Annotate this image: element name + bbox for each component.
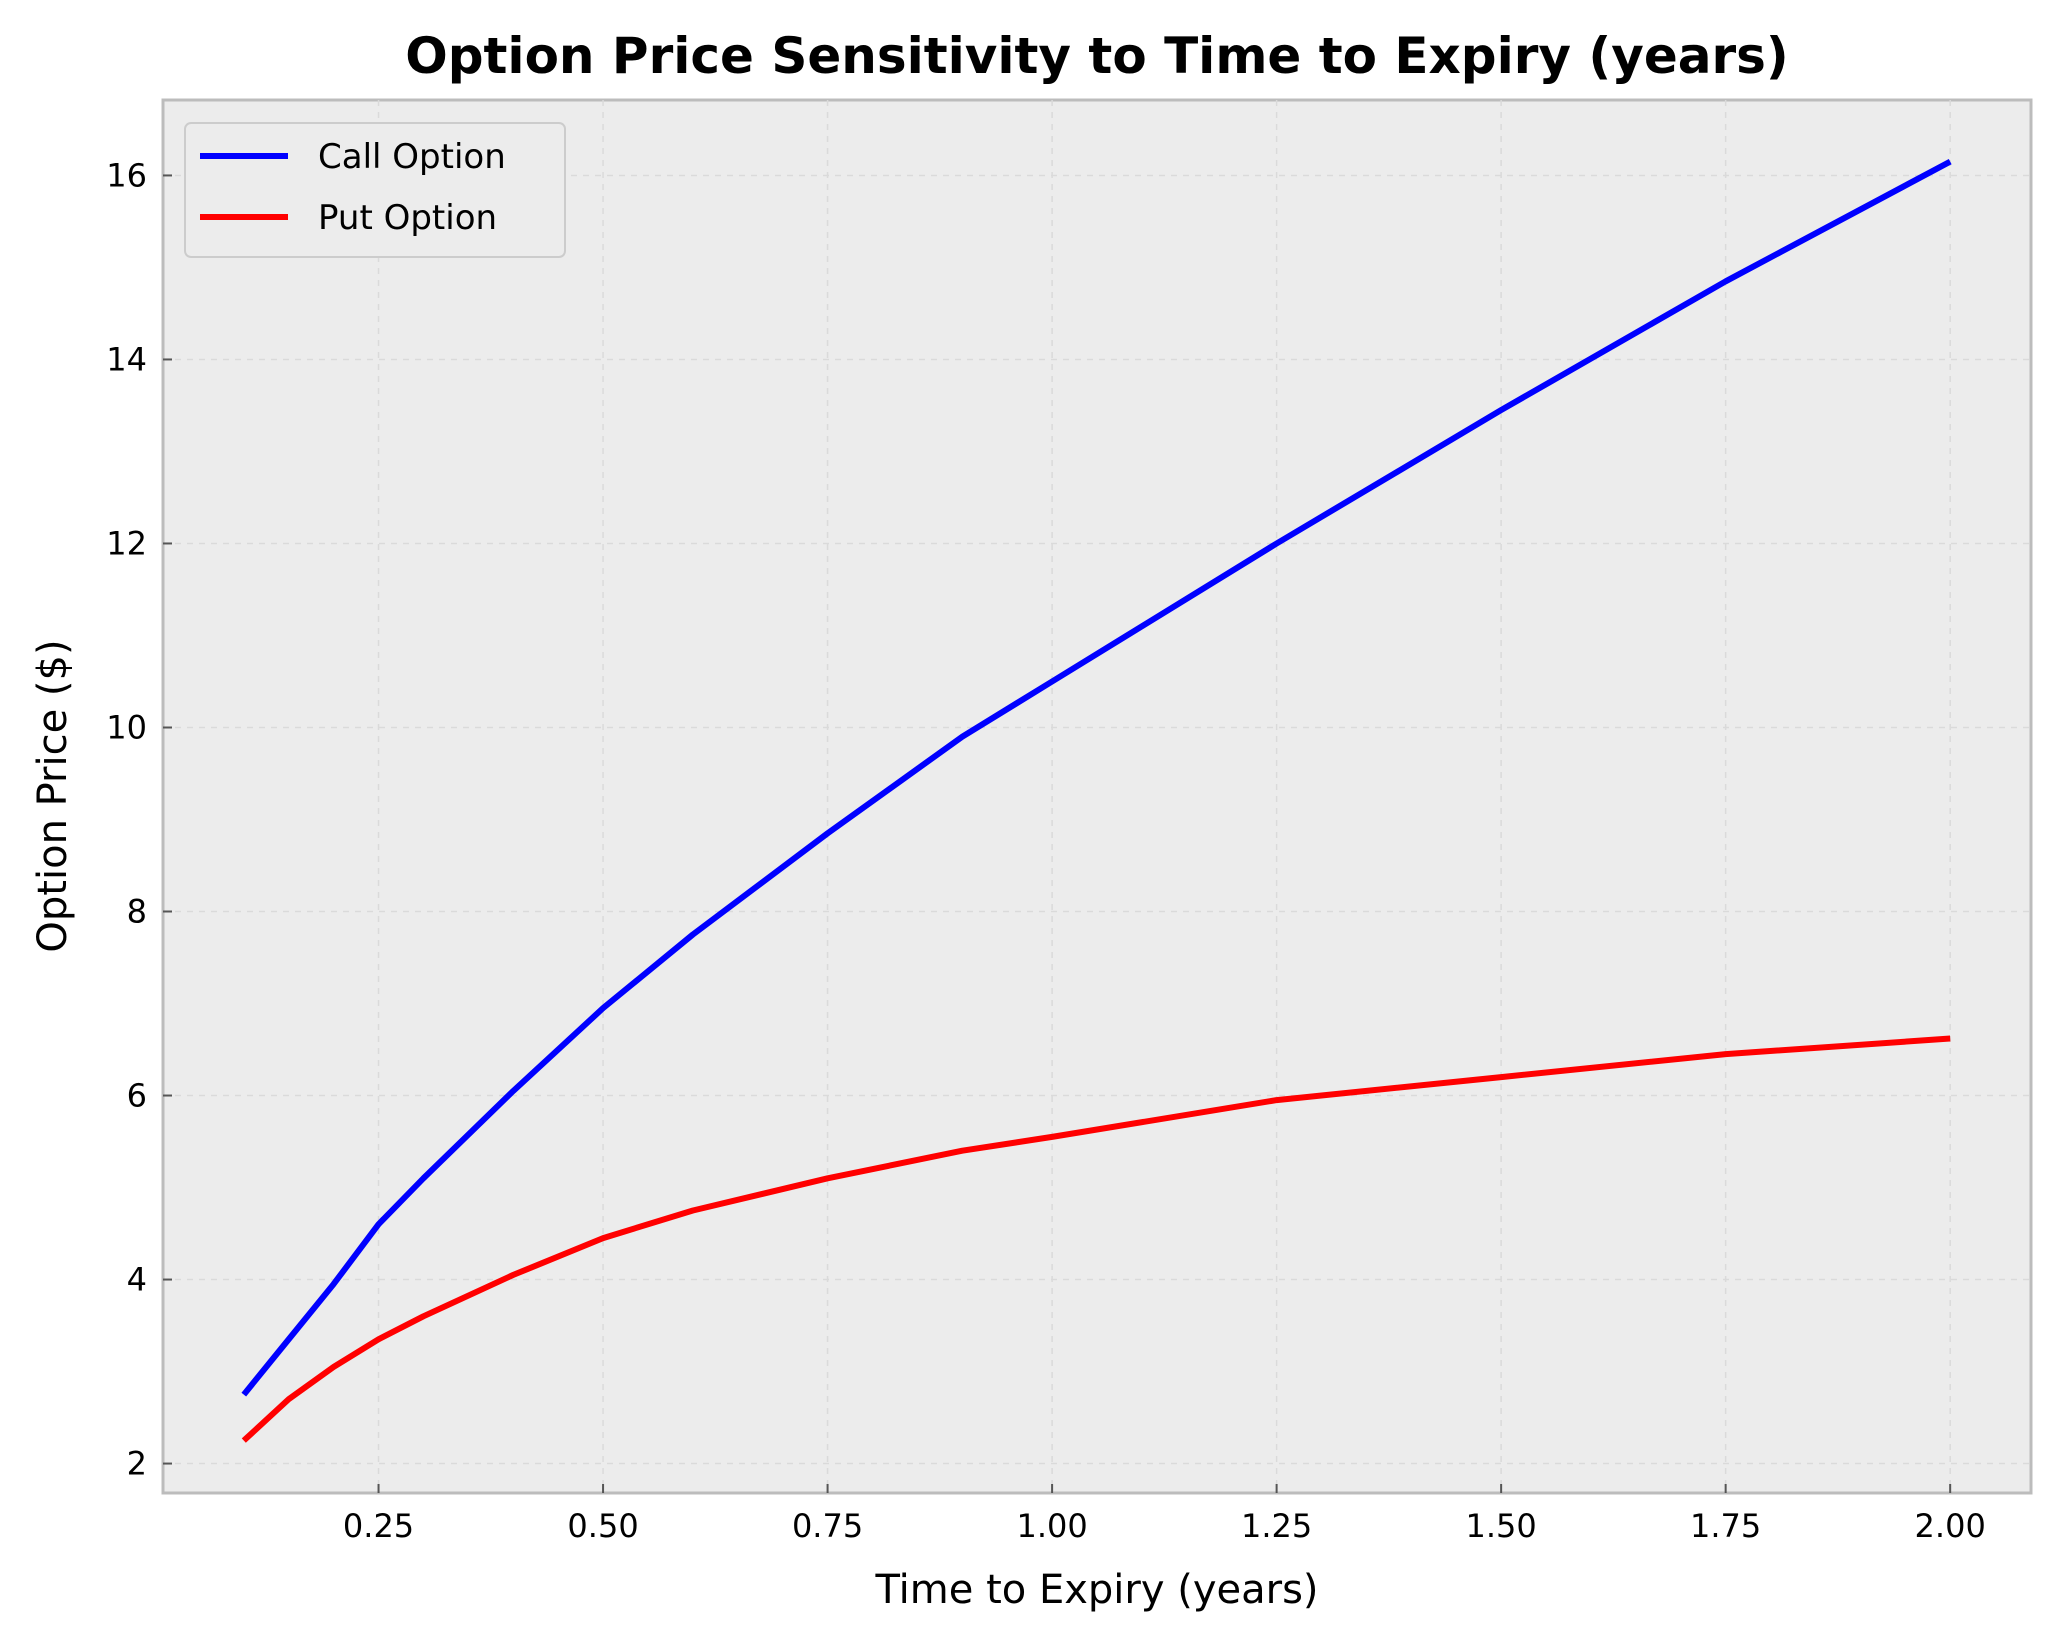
x-axis-ticks: 0.25 0.50 0.75 1.00 1.25 1.50 1.75 2.00 — [343, 1484, 1986, 1545]
plot-area — [161, 98, 2033, 1495]
legend-label-call-option: Call Option — [318, 137, 506, 177]
x-tick-label: 0.75 — [792, 1507, 863, 1545]
x-tick-label: 1.00 — [1016, 1507, 1087, 1545]
legend: Call Option Put Option — [184, 122, 566, 258]
y-axis-label: Option Price ($) — [30, 639, 76, 952]
x-tick-label: 1.25 — [1241, 1507, 1312, 1545]
grid-lines — [163, 100, 2031, 1493]
y-tick-label: 10 — [106, 708, 147, 746]
series-line-put-option — [241, 1035, 1951, 1443]
y-tick-label: 12 — [106, 524, 147, 562]
x-axis-label: Time to Expiry (years) — [874, 1567, 1318, 1613]
series-lines — [241, 158, 1952, 1443]
y-tick-label: 16 — [106, 156, 147, 194]
x-tick-label: 2.00 — [1915, 1507, 1986, 1545]
y-tick-label: 8 — [127, 893, 147, 931]
y-axis-ticks: 2 4 6 8 10 12 14 16 — [106, 156, 172, 1483]
y-tick-label: 2 — [127, 1445, 147, 1483]
series-line-call-option — [241, 158, 1952, 1397]
chart-title: Option Price Sensitivity to Time to Expi… — [405, 27, 1789, 85]
x-tick-label: 1.50 — [1466, 1507, 1537, 1545]
x-tick-label: 1.75 — [1690, 1507, 1761, 1545]
x-tick-label: 0.50 — [567, 1507, 638, 1545]
x-tick-label: 0.25 — [343, 1507, 414, 1545]
legend-label-put-option: Put Option — [318, 198, 497, 238]
y-tick-label: 14 — [106, 340, 147, 378]
y-tick-label: 4 — [127, 1261, 147, 1299]
y-tick-label: 6 — [127, 1077, 147, 1115]
